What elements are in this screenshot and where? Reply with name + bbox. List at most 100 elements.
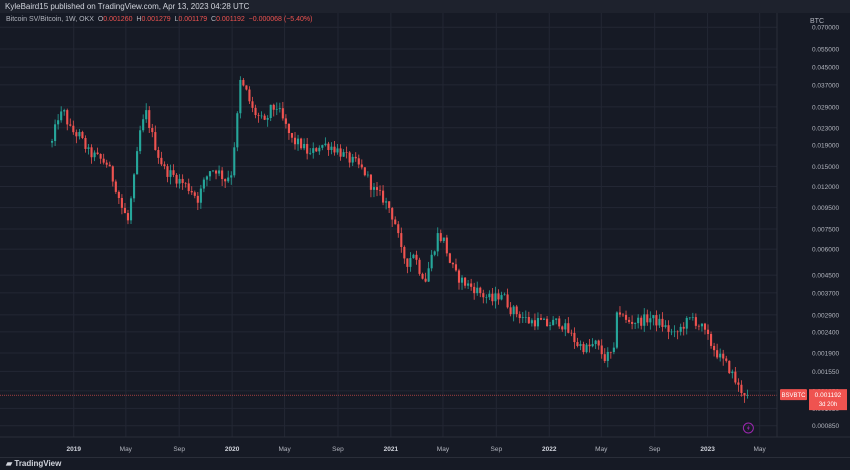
candle-body (397, 224, 400, 234)
candle (573, 327, 576, 349)
candle-body (609, 351, 612, 353)
candle-body (679, 326, 682, 332)
candle-body (284, 118, 287, 124)
price-tick-label: 0.004500 (812, 273, 839, 280)
candle-body (96, 152, 99, 155)
candle-body (685, 317, 688, 329)
candle (284, 114, 287, 129)
candle (309, 147, 312, 156)
candle (123, 202, 127, 214)
candle-body (460, 277, 464, 283)
price-tag-countdown: 3d 20h (819, 402, 837, 408)
candle-body (142, 119, 145, 131)
candle (649, 311, 652, 330)
candle (546, 316, 549, 327)
candle (716, 343, 719, 360)
candle (230, 171, 233, 185)
candle (245, 85, 248, 91)
candle-body (178, 178, 181, 184)
candle (181, 174, 184, 190)
candle-body (242, 79, 245, 86)
time-axis: 2019 May Sep 2020 May Sep 2021 May Sep 2022 May Sep… (0, 436, 850, 453)
time-tick-label: Sep (491, 446, 503, 453)
price-tick-label: 0.029000 (812, 104, 839, 111)
candle (242, 78, 245, 87)
candle-body (725, 358, 728, 361)
candle (342, 149, 345, 158)
candle (676, 330, 679, 340)
candle-body (546, 318, 549, 327)
chart-legend: Bitcoin SV/Bitcoin, 1W, OKX O0.001260 H0… (6, 16, 312, 23)
candle (643, 308, 646, 332)
candle (403, 245, 406, 264)
candle (430, 250, 433, 272)
candle-body (190, 190, 193, 193)
candle-body (564, 323, 567, 330)
candle (260, 111, 263, 119)
candle-body (312, 148, 315, 153)
candle-body (154, 132, 157, 151)
candle-body (330, 146, 333, 150)
candle-body (63, 110, 66, 112)
candle-body (318, 147, 321, 152)
candle-body (303, 143, 306, 149)
candle (442, 237, 445, 243)
candle-body (655, 315, 658, 326)
candle (406, 258, 409, 274)
candle-body (746, 395, 749, 396)
high-key: H (136, 16, 142, 23)
candle (476, 281, 479, 296)
candle-body (272, 104, 275, 110)
candle (603, 348, 606, 364)
candle-body (491, 293, 494, 302)
candle (72, 120, 75, 135)
candle-body (388, 201, 391, 209)
candle-body (196, 195, 199, 203)
candle-body (224, 179, 227, 182)
candle-body (366, 174, 369, 176)
candle (136, 146, 139, 175)
candle-body (722, 353, 725, 359)
candle-body (269, 104, 272, 119)
candle (145, 103, 148, 123)
candle (579, 340, 582, 351)
price-tick-label: 0.001550 (812, 369, 839, 376)
candle-body (634, 323, 637, 324)
tradingview-logo[interactable]: ▰ TradingView (6, 459, 61, 468)
price-tick-label: 0.037000 (812, 82, 839, 89)
candle (731, 369, 734, 379)
candle (594, 339, 597, 349)
candle (385, 197, 388, 210)
candle (473, 282, 476, 300)
candle-body (211, 170, 215, 172)
candle (372, 182, 376, 198)
candle-body (536, 318, 540, 327)
candle-body (157, 150, 160, 158)
candle-body (72, 125, 75, 133)
price-tick-label: 0.007500 (812, 227, 839, 234)
candle-body (731, 371, 734, 374)
candle (709, 331, 713, 349)
candle (549, 321, 552, 331)
candle-body (676, 331, 679, 333)
candle-body (615, 312, 618, 348)
price-tick-label: 0.055000 (812, 47, 839, 54)
time-tick-label: 2019 (67, 446, 82, 453)
candle (688, 317, 691, 320)
price-tick-label: 0.009500 (812, 205, 839, 212)
candle (248, 86, 251, 104)
symbol-label: Bitcoin SV/Bitcoin, 1W, OKX (6, 16, 94, 23)
candle-body (503, 294, 506, 296)
candle (631, 315, 634, 330)
candle (703, 322, 707, 335)
candle-body (339, 148, 342, 157)
candle (129, 196, 133, 224)
candle-body (248, 89, 251, 102)
candle-body (454, 264, 458, 271)
chart-area[interactable]: BTC 0.070000 0.055000 0.045000 0.037000 0.029… (0, 13, 850, 457)
candle-body (403, 246, 406, 259)
candle-body (287, 123, 290, 134)
candle (114, 179, 117, 194)
candle (397, 221, 400, 238)
